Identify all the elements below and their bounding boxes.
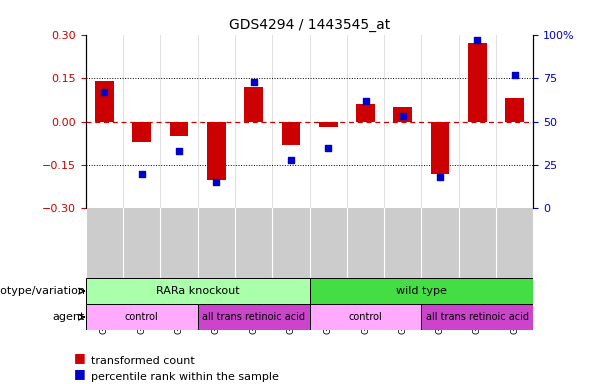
Text: all trans retinoic acid: all trans retinoic acid <box>426 312 529 322</box>
Bar <box>310 304 421 330</box>
Text: control: control <box>125 312 159 322</box>
Point <box>435 174 445 180</box>
Bar <box>245 87 263 121</box>
Point <box>286 157 296 163</box>
Bar <box>170 121 188 136</box>
Point <box>510 71 520 78</box>
Bar <box>505 98 524 121</box>
Bar <box>207 121 226 179</box>
Bar <box>281 121 300 145</box>
Point <box>360 98 370 104</box>
Text: percentile rank within the sample: percentile rank within the sample <box>91 372 278 382</box>
Bar <box>132 121 151 142</box>
Point <box>211 179 221 185</box>
Title: GDS4294 / 1443545_at: GDS4294 / 1443545_at <box>229 18 390 32</box>
Bar <box>95 81 114 121</box>
Point <box>174 148 184 154</box>
Text: RARa knockout: RARa knockout <box>156 286 240 296</box>
Point <box>323 144 333 151</box>
Bar <box>431 121 449 174</box>
Point <box>137 170 147 177</box>
Point <box>249 78 259 84</box>
Text: agent: agent <box>53 312 85 322</box>
Text: genotype/variation: genotype/variation <box>0 286 85 296</box>
Bar <box>86 278 310 304</box>
Bar <box>468 43 487 121</box>
Text: ■: ■ <box>74 367 85 381</box>
Text: control: control <box>349 312 383 322</box>
Text: all trans retinoic acid: all trans retinoic acid <box>202 312 305 322</box>
Bar <box>421 304 533 330</box>
Text: transformed count: transformed count <box>91 356 194 366</box>
Point <box>398 113 408 119</box>
Text: wild type: wild type <box>396 286 447 296</box>
Bar <box>86 304 197 330</box>
Bar <box>319 121 338 127</box>
Bar <box>197 304 310 330</box>
Bar <box>310 278 533 304</box>
Text: ■: ■ <box>74 351 85 364</box>
Bar <box>356 104 375 121</box>
Bar <box>394 107 412 121</box>
Point <box>99 89 109 95</box>
Point <box>473 37 482 43</box>
